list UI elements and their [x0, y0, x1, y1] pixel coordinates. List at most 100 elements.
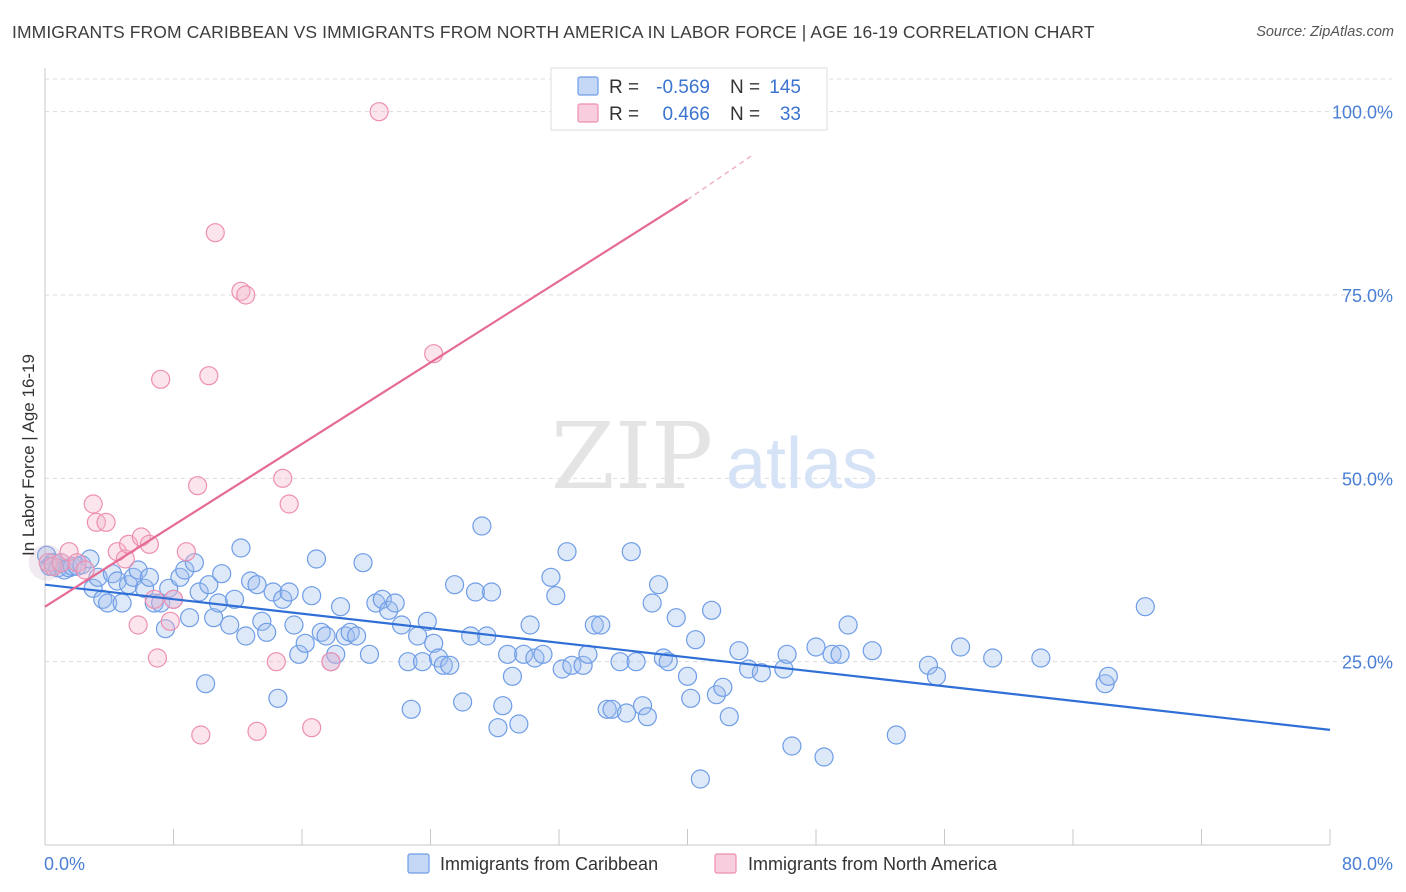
caribbean-point-138 [918, 655, 939, 675]
legend: R = -0.569 N = 145 R = 0.466 N = 33 [550, 67, 828, 131]
north-america-point-14 [139, 534, 160, 554]
caribbean-point-73 [412, 652, 433, 672]
caribbean-point-139 [926, 666, 947, 686]
caribbean-point-89 [502, 666, 523, 686]
caribbean-point-145 [1135, 597, 1155, 617]
caribbean-point-87 [493, 696, 513, 716]
caribbean-point-61 [340, 622, 360, 642]
caribbean-point-70 [398, 652, 418, 672]
north-america-point-31 [302, 718, 322, 738]
caribbean-point-125 [729, 641, 749, 661]
caribbean-point-117 [677, 666, 698, 686]
legend-r-value-1: -0.569 [656, 77, 710, 98]
caribbean-point-111 [637, 707, 657, 727]
caribbean-point-49 [279, 582, 299, 602]
caribbean-point-75 [424, 633, 444, 653]
caribbean-point-53 [302, 586, 322, 606]
caribbean-point-82 [465, 582, 486, 602]
caribbean-point-21 [134, 578, 155, 598]
legend-r-label-1: R = [609, 77, 639, 98]
caribbean-point-131 [806, 637, 826, 657]
caribbean-point-129 [777, 644, 797, 664]
origin-cluster [28, 544, 65, 581]
caribbean-point-102 [584, 615, 604, 635]
bottom-legend-swatch-north-america [714, 853, 737, 874]
caribbean-point-64 [359, 644, 380, 664]
caribbean-point-50 [284, 615, 304, 635]
legend-swatch-caribbean [577, 76, 599, 96]
north-america-point-21 [187, 476, 208, 496]
caribbean-point-136 [862, 641, 882, 661]
y-tick-label-0: 25.0% [1342, 653, 1393, 673]
caribbean-point-38 [220, 615, 240, 635]
north-america-point-23 [199, 366, 219, 386]
legend-n-label-1: N = [730, 77, 760, 98]
caribbean-point-88 [498, 644, 518, 664]
caribbean-point-135 [838, 615, 858, 635]
caribbean-point-127 [751, 663, 771, 683]
bottom-legend-caribbean: Immigrants from Caribbean [440, 854, 658, 874]
caribbean-point-121 [701, 600, 722, 620]
north-america-point-16 [147, 648, 168, 668]
chart-title: IMMIGRANTS FROM CARIBBEAN VS IMMIGRANTS … [12, 22, 1095, 42]
caribbean-point-101 [578, 644, 598, 664]
caribbean-point-20 [128, 560, 148, 580]
caribbean-point-77 [433, 655, 453, 675]
caribbean-point-37 [212, 564, 232, 584]
north-america-point-30 [279, 494, 299, 514]
bottom-legend: Immigrants from Caribbean Immigrants fro… [407, 853, 998, 874]
caribbean-point-95 [541, 567, 561, 587]
caribbean-point-99 [562, 655, 582, 675]
caribbean-point-66 [372, 589, 392, 609]
caribbean-point-105 [602, 699, 622, 719]
north-america-point-28 [266, 652, 286, 672]
caribbean-point-35 [204, 608, 224, 628]
caribbean-point-109 [626, 652, 646, 672]
caribbean-point-59 [330, 597, 351, 617]
caribbean-point-90 [509, 714, 529, 734]
caribbean-point-10 [80, 549, 100, 569]
watermark-atlas: atlas [726, 424, 878, 504]
watermark: ZIP atlas [551, 403, 878, 510]
bottom-legend-swatch-caribbean [407, 853, 430, 874]
caribbean-point-133 [822, 644, 842, 664]
caribbean-point-47 [268, 688, 288, 708]
caribbean-point-122 [706, 685, 727, 705]
caribbean-point-134 [830, 644, 850, 664]
legend-n-value-2: 33 [780, 104, 801, 125]
north-america-point-7 [86, 512, 107, 532]
caribbean-point-44 [252, 611, 272, 631]
caribbean-point-46 [263, 582, 283, 602]
caribbean-point-85 [481, 582, 502, 602]
caribbean-point-115 [658, 652, 678, 672]
caribbean-point-80 [453, 692, 473, 712]
series-0 [37, 516, 1155, 789]
caribbean-point-81 [461, 626, 481, 646]
north-america-point-22 [191, 725, 211, 745]
caribbean-point-97 [552, 659, 572, 679]
caribbean-point-51 [289, 644, 309, 664]
caribbean-point-33 [196, 674, 216, 694]
caribbean-point-98 [557, 542, 577, 562]
y-tick-label-1: 50.0% [1342, 469, 1393, 489]
north-america-point-29 [273, 468, 293, 488]
caribbean-point-41 [236, 626, 256, 646]
legend-n-value-1: 145 [769, 77, 801, 98]
legend-swatch-north-america [577, 103, 599, 123]
caribbean-point-119 [685, 630, 706, 650]
series-1 [38, 102, 444, 745]
axes [44, 68, 1331, 846]
caribbean-point-39 [224, 589, 245, 609]
caribbean-point-31 [184, 553, 204, 573]
caribbean-point-94 [533, 644, 553, 664]
trend-lines [44, 155, 1331, 731]
trend-line-north-america-extension [687, 155, 753, 201]
caribbean-point-30 [179, 608, 200, 628]
legend-n-label-2: N = [730, 104, 760, 125]
caribbean-point-120 [690, 769, 710, 789]
caribbean-point-48 [273, 589, 293, 609]
north-america-point-15 [144, 589, 164, 609]
north-america-point-18 [160, 611, 180, 631]
caribbean-point-52 [295, 633, 315, 653]
